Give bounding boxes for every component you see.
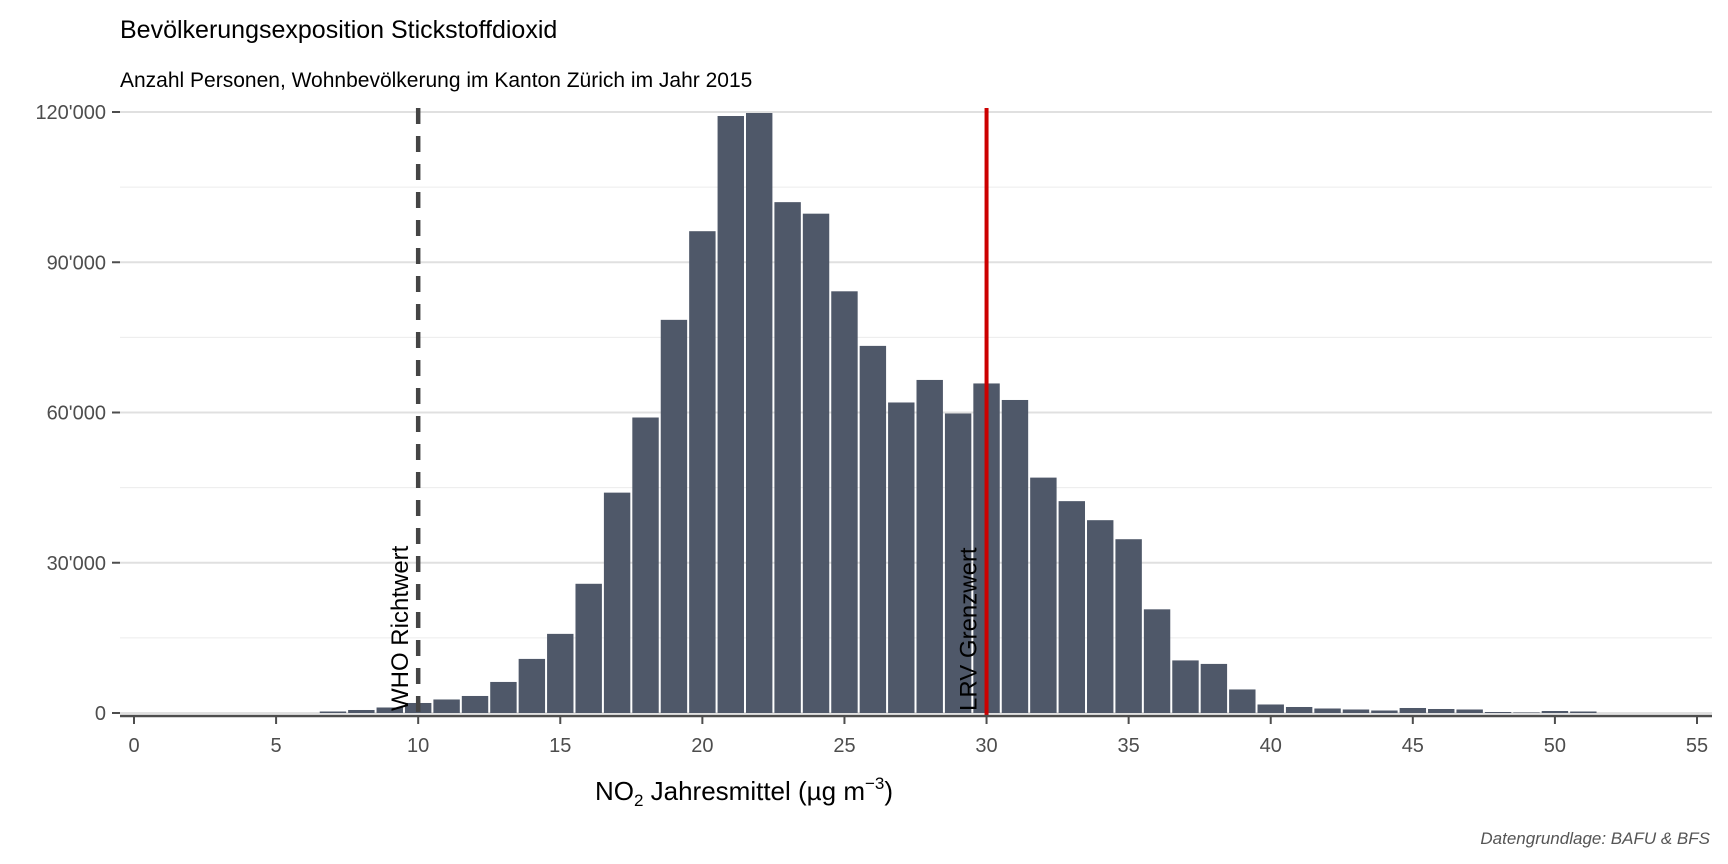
histogram-bar [518, 658, 546, 713]
histogram-bar [547, 633, 574, 713]
histogram-bar [632, 417, 659, 713]
histogram-bar [433, 699, 460, 713]
x-axis-title-superscript: −3 [865, 774, 884, 793]
reference-lines: WHO Richtwert LRV Grenzwert [387, 108, 989, 716]
x-axis-title-close: ) [884, 776, 893, 806]
bars [319, 113, 1597, 714]
x-axis-title: NO2 Jahresmittel (µg m−3) [595, 774, 893, 810]
histogram-bar [603, 492, 631, 713]
histogram-bar [575, 583, 602, 713]
x-tick-label: 55 [1686, 735, 1708, 757]
histogram-bar [1285, 706, 1313, 713]
histogram-bar [717, 116, 744, 714]
chart-title: Bevölkerungsexposition Stickstoffdioxid [120, 16, 557, 44]
y-tick-label: 120'000 [35, 102, 106, 124]
histogram-bar [1257, 704, 1284, 713]
x-tick-label: 45 [1402, 735, 1424, 757]
x-tick-label: 50 [1544, 735, 1566, 757]
histogram-bar [1001, 399, 1029, 713]
histogram-bar [1456, 709, 1483, 713]
histogram-bar [376, 707, 403, 713]
histogram-bar [689, 231, 716, 713]
y-tick-label: 30'000 [47, 553, 106, 575]
x-axis-title-subscript: 2 [634, 791, 643, 810]
histogram-bar [774, 202, 801, 713]
histogram-bar [660, 319, 688, 713]
histogram-bar [831, 291, 858, 713]
histogram-bar [1513, 712, 1540, 713]
histogram-bar [1087, 520, 1114, 713]
y-tick-label: 0 [95, 703, 106, 725]
who-reference-label: WHO Richtwert [387, 545, 414, 711]
y-tick-label: 90'000 [47, 252, 106, 274]
lrv-reference-label: LRV Grenzwert [956, 547, 983, 711]
histogram-bar [888, 402, 915, 713]
chart-subtitle: Anzahl Personen, Wohnbevölkerung im Kant… [120, 69, 752, 92]
histogram-bar [1428, 708, 1455, 713]
histogram-bar [1371, 710, 1398, 713]
histogram-bar [1314, 708, 1341, 713]
histogram-bar [859, 345, 887, 713]
x-tick-label: 25 [833, 735, 855, 757]
histogram-bar [1058, 501, 1086, 713]
axes: 0 5 10 15 20 25 30 35 40 45 50 55 0 30'000 60'000 90'00… [35, 102, 1712, 757]
x-tick-label: 10 [407, 735, 429, 757]
histogram-bar [1229, 689, 1256, 713]
histogram-bar [319, 711, 347, 713]
histogram-bar [802, 213, 830, 713]
x-tick-label: 15 [549, 735, 571, 757]
y-tick-label: 60'000 [47, 403, 106, 425]
histogram-bar [1484, 711, 1512, 713]
histogram-bar [1172, 660, 1199, 713]
histogram-bar [490, 681, 517, 713]
x-tick-label: 5 [271, 735, 282, 757]
histogram-bar [745, 113, 773, 714]
x-axis-title-rest: Jahresmittel (µg m [643, 776, 865, 806]
histogram-bar [1030, 477, 1057, 713]
x-tick-label: 35 [1118, 735, 1140, 757]
histogram-bar [348, 709, 375, 713]
x-tick-label: 30 [975, 735, 997, 757]
histogram-bar [1143, 609, 1171, 713]
histogram-bar [944, 413, 972, 713]
histogram-bar [1200, 663, 1228, 713]
gridlines [120, 111, 1712, 714]
histogram-bar [1570, 711, 1597, 713]
x-tick-label: 40 [1260, 735, 1282, 757]
x-tick-label: 20 [691, 735, 713, 757]
histogram-bar [916, 379, 943, 713]
histogram-bar [1399, 707, 1427, 713]
data-source-caption: Datengrundlage: BAFU & BFS [1480, 829, 1710, 848]
histogram-bar [1342, 709, 1370, 713]
x-tick-label: 0 [128, 735, 139, 757]
histogram-bar [1115, 539, 1142, 713]
histogram-bar [1541, 710, 1569, 713]
histogram-bar [461, 695, 489, 713]
x-axis-title-main: NO [595, 776, 634, 806]
